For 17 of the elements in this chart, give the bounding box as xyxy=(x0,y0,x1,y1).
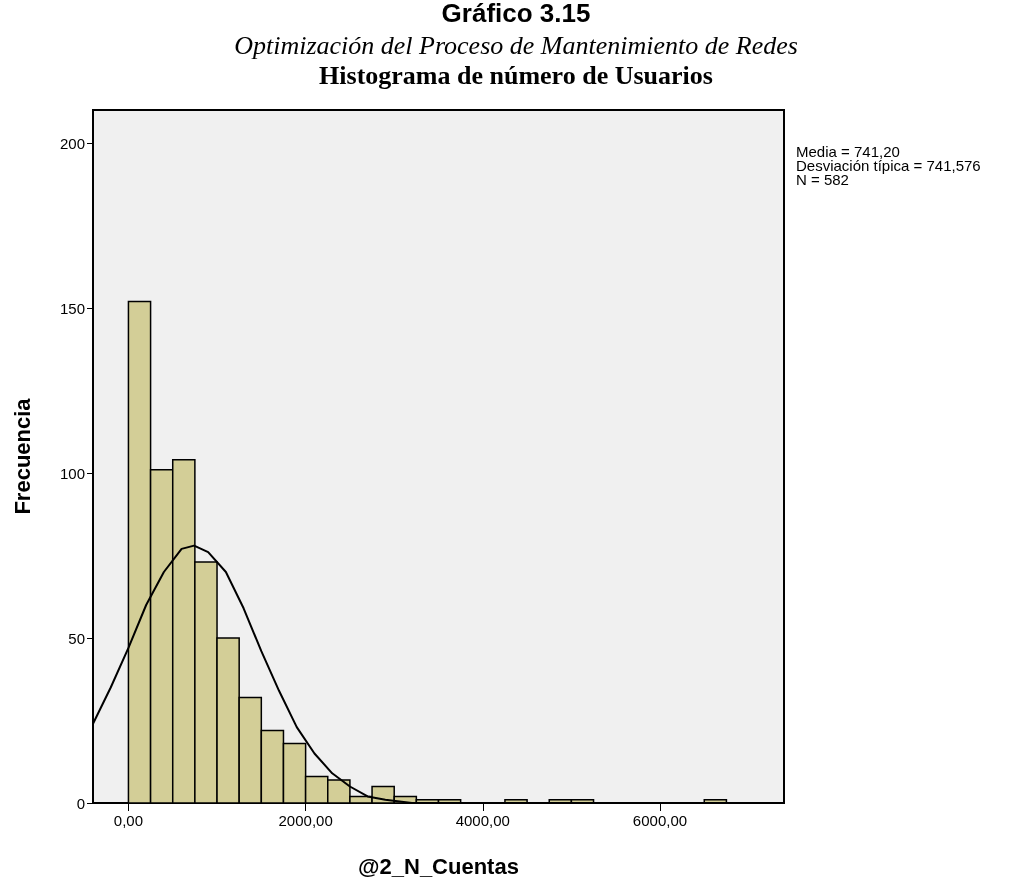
y-tick-label: 0 xyxy=(76,794,85,812)
x-tick-label: 4000,00 xyxy=(455,812,510,829)
text: Histograma de número de Usuarios xyxy=(319,60,713,90)
y-tick-label: 100 xyxy=(59,464,85,482)
y-tick-label: 50 xyxy=(68,629,85,647)
chart-title: Gráfico 3.15 xyxy=(441,0,591,28)
text: Desviación típica = 741,576 xyxy=(796,157,981,174)
y-tick-label: 200 xyxy=(59,134,85,152)
y-axis-title: Frecuencia xyxy=(9,397,35,515)
text: Media = 741,20 xyxy=(796,143,900,160)
text: N = 582 xyxy=(796,171,849,188)
x-tick-label: 2000,00 xyxy=(278,812,333,829)
x-tick-label: 6000,00 xyxy=(632,812,688,829)
x-axis-title: @2_N_Cuentas xyxy=(358,853,519,879)
x-tick-label: 0,00 xyxy=(113,812,144,829)
y-tick-label: 150 xyxy=(59,299,85,317)
chart-subtitle: Optimización del Proceso de Mantenimiento de Redes xyxy=(234,30,798,60)
